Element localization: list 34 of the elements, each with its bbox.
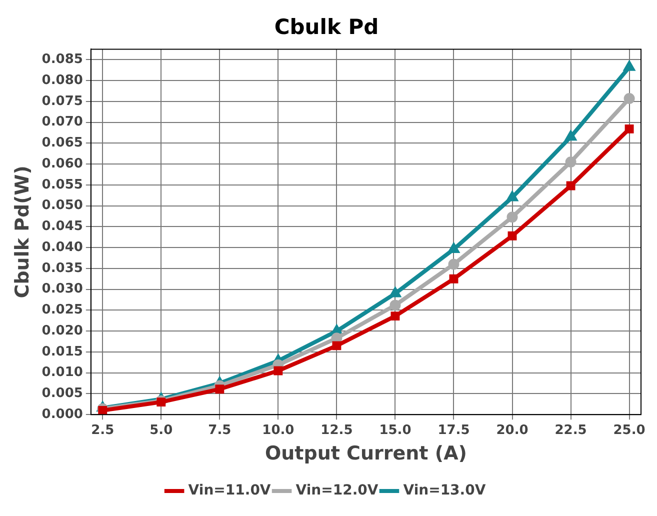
y-tick-label: 0.015 (42, 344, 83, 360)
y-tick-label: 0.050 (42, 198, 83, 214)
x-tick-label: 22.5 (554, 422, 587, 438)
y-tick-label: 0.045 (42, 219, 83, 234)
x-tick-label: 25.0 (613, 422, 646, 438)
x-tick-label: 12.5 (320, 422, 353, 438)
x-tick-label: 2.5 (91, 422, 114, 438)
y-tick-label: 0.080 (42, 72, 83, 88)
legend-label: Vin=13.0V (403, 482, 486, 499)
legend-label: Vin=11.0V (188, 482, 271, 499)
y-axis-title: Cbulk Pd(W) (11, 166, 34, 298)
x-tick-label: 15.0 (379, 422, 412, 438)
y-tick-label: 0.065 (42, 136, 83, 151)
y-tick-label: 0.035 (42, 260, 83, 276)
x-tick-label: 5.0 (150, 422, 173, 438)
y-tick-label: 0.020 (42, 323, 83, 338)
legend-label: Vin=12.0V (296, 482, 378, 499)
y-tick-label: 0.010 (42, 365, 83, 380)
y-tick-label: 0.030 (42, 282, 83, 297)
chart-title: Cbulk Pd (274, 15, 379, 40)
x-tick-label: 17.5 (438, 422, 470, 438)
y-tick-label: 0.040 (42, 240, 83, 255)
x-tick-label: 10.0 (262, 422, 294, 438)
y-tick-label: 0.075 (42, 94, 83, 109)
x-tick-label: 7.5 (208, 422, 232, 438)
y-tick-label: 0.000 (42, 406, 83, 422)
y-tick-label: 0.025 (42, 302, 83, 318)
y-tick-label: 0.005 (42, 386, 83, 402)
y-tick-label: 0.070 (42, 114, 83, 130)
x-tick-label: 20.0 (496, 422, 528, 438)
y-tick-label: 0.085 (42, 52, 83, 68)
x-axis-title: Output Current (A) (264, 442, 467, 465)
y-tick-label: 0.060 (42, 156, 83, 172)
y-tick-label: 0.055 (42, 177, 83, 192)
